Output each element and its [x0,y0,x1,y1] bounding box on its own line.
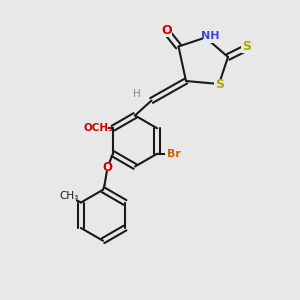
Text: NH: NH [201,31,219,41]
Text: S: S [215,77,224,91]
Text: O: O [103,161,112,174]
FancyBboxPatch shape [88,124,108,133]
FancyBboxPatch shape [161,26,172,37]
FancyBboxPatch shape [165,149,182,158]
FancyBboxPatch shape [214,79,224,89]
Text: CH₃: CH₃ [59,191,79,202]
Text: O: O [161,23,172,37]
Text: S: S [242,40,251,53]
Text: Br: Br [167,149,181,159]
Text: OCH₃: OCH₃ [83,123,113,133]
FancyBboxPatch shape [104,164,111,171]
Text: H: H [133,89,140,100]
FancyBboxPatch shape [62,192,76,201]
FancyBboxPatch shape [241,43,251,53]
FancyBboxPatch shape [131,89,142,100]
FancyBboxPatch shape [203,32,214,43]
